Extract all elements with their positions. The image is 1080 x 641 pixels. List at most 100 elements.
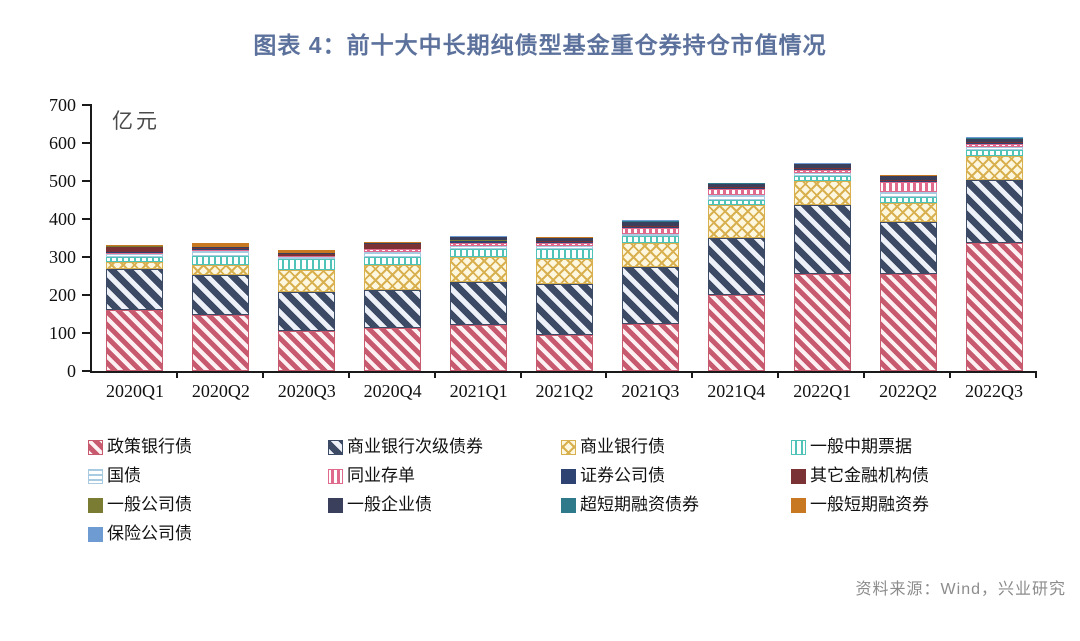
legend-label: 一般短期融资券 [810,495,929,514]
bar-segment-商业银行债 [707,204,765,239]
legend-label: 超短期融资债券 [580,495,699,514]
bar-segment-国债 [450,245,508,249]
legend-swatch-icon [791,439,806,455]
bar-segment-其它金融机构债 [364,244,422,249]
y-axis-tick [82,370,92,372]
bar-slot-2020Q2 [178,105,264,371]
legend-swatch-icon [561,468,576,484]
bar-segment-商业银行债 [879,202,937,223]
bar-segment-一般企业债 [707,183,765,187]
y-axis-tick-label: 0 [67,361,76,381]
bar-segment-一般中期票据 [192,255,250,265]
y-axis-unit-label: 亿元 [112,109,160,133]
x-axis-label-2022Q1: 2022Q1 [793,381,852,401]
bar-segment-一般短期融资券 [192,243,250,247]
bar-segment-国债 [278,257,336,259]
source-note: 资料来源：Wind，兴业研究 [855,581,1066,598]
bar-segment-商业银行次级债券 [621,266,679,324]
bar-segment-商业银行次级债券 [450,281,508,325]
bar-2020Q4 [364,241,422,371]
legend-swatch-icon [561,439,576,455]
page-title: 图表 4：前十大中长期纯债型基金重仓券持仓市值情况 [253,32,827,58]
bar-segment-商业银行次级债券 [793,204,851,275]
legend-item-一般短期融资券: 一般短期融资券 [791,494,1063,516]
bar-segment-政策银行债 [793,274,851,371]
bar-segment-一般中期票据 [106,257,164,262]
legend-label: 国债 [107,466,141,485]
bar-segment-其它金融机构债 [278,254,336,256]
legend-item-保险公司债: 保险公司债 [88,523,328,545]
bar-segment-证券公司债 [106,252,164,254]
bar-segment-国债 [192,250,250,256]
bar-segment-同业存单 [192,250,250,251]
bar-segment-一般企业债 [879,176,937,180]
x-axis-label-2021Q3: 2021Q3 [621,381,680,401]
x-axis-tick [777,371,780,378]
bar-segment-国债 [793,173,851,176]
bar-segment-国债 [879,192,937,197]
x-axis-label-2021Q1: 2021Q1 [449,381,508,401]
bar-segment-同业存单 [535,243,593,246]
bar-segment-商业银行次级债券 [965,179,1023,243]
bar-segment-其它金融机构债 [535,241,593,243]
bar-segment-商业银行次级债券 [535,283,593,335]
legend-item-商业银行次级债券: 商业银行次级债券 [328,436,561,458]
bar-segment-证券公司债 [965,142,1023,145]
bar-segment-政策银行债 [535,334,593,371]
bar-segment-同业存单 [364,249,422,252]
bar-segment-商业银行次级债券 [278,291,336,332]
legend-item-商业银行债: 商业银行债 [561,436,791,458]
y-axis-tick [82,332,92,334]
x-axis-labels: 2020Q1 2020Q2 2020Q3 2020Q4 2021Q1 2021Q2 2021… [92,381,1037,402]
legend-label: 一般中期票据 [810,437,912,456]
bar-segment-政策银行债 [450,324,508,371]
bar-2021Q2 [535,236,593,371]
bar-segment-证券公司债 [879,180,937,182]
bar-segment-国债 [707,195,765,201]
bar-segment-商业银行债 [364,264,422,291]
legend-item-超短期融资债券: 超短期融资债券 [561,494,791,516]
x-axis-label-2021Q2: 2021Q2 [535,381,594,401]
legend-swatch-icon [88,468,103,484]
legend-item-一般中期票据: 一般中期票据 [791,436,1063,458]
bar-segment-一般短期融资券 [364,241,422,243]
bar-segment-同业存单 [793,170,851,174]
legend-item-同业存单: 同业存单 [328,465,561,487]
legend-label: 证券公司债 [580,466,665,485]
bar-segment-商业银行次级债券 [364,290,422,329]
bar-segment-一般中期票据 [450,248,508,258]
bar-2020Q2 [192,242,250,371]
plot-area [92,105,1037,371]
legend-item-国债: 国债 [88,465,328,487]
bar-slot-2022Q2 [865,105,951,371]
y-axis-tick-label: 200 [49,285,76,305]
bar-segment-国债 [621,233,679,237]
bar-segment-一般企业债 [192,247,250,248]
y-axis-tick-label: 300 [49,247,76,267]
bar-segment-一般中期票据 [879,197,937,203]
bar-segment-商业银行债 [192,265,250,275]
legend-item-一般企业债: 一般企业债 [328,494,561,516]
legend-swatch-icon [88,439,103,455]
legend-label: 商业银行债 [580,437,665,456]
bar-segment-一般企业债 [535,238,593,242]
legend-label: 同业存单 [347,466,415,485]
bar-segment-一般企业债 [793,164,851,168]
bar-segment-超短期融资债券 [621,220,679,222]
bar-segment-同业存单 [707,189,765,196]
bar-segment-商业银行次级债券 [106,269,164,311]
x-axis-label-2021Q4: 2021Q4 [707,381,766,401]
bar-segment-同业存单 [450,242,508,246]
bar-slot-2022Q3 [951,105,1037,371]
bar-segment-同业存单 [106,253,164,254]
bar-slot-2020Q3 [264,105,350,371]
y-axis-tick-label: 100 [49,323,76,343]
legend-swatch-icon [88,497,103,513]
legend-label: 商业银行次级债券 [347,437,483,456]
bar-segment-一般中期票据 [793,175,851,182]
x-axis-tick [863,371,866,378]
bar-segment-国债 [965,147,1023,150]
legend: 政策银行债 商业银行次级债券 商业银行债 一般中期票据 国债 同业存单 证券公司债 其它金融机… [88,436,1063,545]
x-axis-tick [433,371,436,378]
bar-2021Q3 [621,220,679,371]
